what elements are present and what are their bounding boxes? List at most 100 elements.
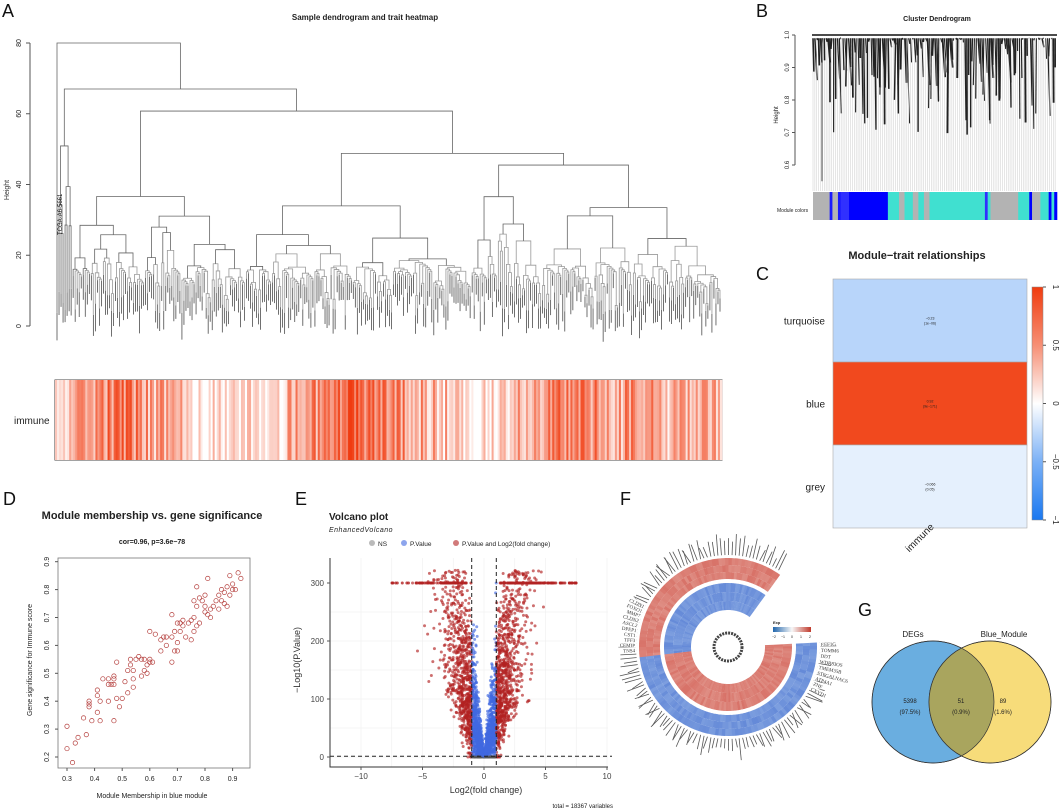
dendrogram-branch <box>292 279 297 288</box>
volcano-point <box>496 695 500 699</box>
dendrogram-branch <box>352 281 356 288</box>
trait-cell <box>333 380 337 460</box>
trait-cell <box>103 380 106 460</box>
dendrogram-branch <box>197 273 201 286</box>
dendrogram-branch <box>340 280 344 287</box>
volcano-point <box>471 708 475 712</box>
volcano-point <box>451 601 455 605</box>
volcano-point <box>454 703 458 707</box>
dendrogram-branch <box>1009 38 1012 108</box>
trait-cell <box>509 380 513 460</box>
volcano-point <box>423 581 427 585</box>
dendrogram-branch <box>189 280 194 302</box>
volcano-point <box>506 714 510 718</box>
dendrogram-branch <box>217 278 222 287</box>
volcano-point <box>503 707 507 711</box>
volcano-point <box>450 570 454 574</box>
volcano-point <box>474 725 478 729</box>
data-point <box>86 698 92 704</box>
volcano-point <box>467 601 471 605</box>
volcano-point <box>507 626 511 630</box>
trait-cell <box>228 380 232 460</box>
volcano-point <box>513 708 517 712</box>
trait-cell <box>315 380 319 460</box>
dendrogram-branch <box>231 280 236 290</box>
volcano-point <box>437 578 441 582</box>
dendrogram-branch <box>338 272 343 282</box>
volcano-point <box>529 581 533 585</box>
volcano-point <box>528 576 532 580</box>
trait-cell <box>517 380 521 460</box>
module-color-segment <box>1054 192 1058 220</box>
trait-cell <box>449 380 452 460</box>
data-point <box>64 723 70 729</box>
module-color-segment <box>984 192 988 220</box>
volcano-point <box>455 608 459 612</box>
trait-cell <box>212 380 216 460</box>
volcano-point <box>490 690 494 694</box>
heatmap-cell <box>791 684 799 692</box>
data-point <box>141 656 147 662</box>
dendrogram-branch <box>439 285 444 290</box>
trait-cell <box>79 380 82 460</box>
volcano-point <box>464 686 468 690</box>
cell-pvalue: (0.05) <box>925 488 934 492</box>
volcano-point <box>519 593 523 597</box>
volcano-point <box>516 592 520 596</box>
panel-label-f: F <box>620 489 631 509</box>
trait-cell <box>206 380 210 460</box>
trait-cell <box>653 380 656 460</box>
dendrogram-branch <box>861 38 864 114</box>
trait-cell <box>441 380 444 460</box>
trait-cell <box>428 380 432 460</box>
dendrogram-branch <box>533 276 539 284</box>
trait-cell <box>180 380 183 460</box>
dendrogram-branch <box>191 281 195 298</box>
volcano-point <box>516 623 520 627</box>
volcano-point <box>500 681 504 685</box>
dendrogram-branch <box>223 295 228 308</box>
volcano-point <box>463 576 467 580</box>
data-point <box>152 631 158 637</box>
volcano-point <box>444 665 448 669</box>
trait-cell <box>372 380 375 460</box>
trait-cell <box>590 380 594 460</box>
volcano-point <box>444 662 448 666</box>
dendrogram-branch <box>589 207 668 239</box>
data-point <box>224 584 230 590</box>
x-tick-label: 0.6 <box>145 776 155 783</box>
volcano-point <box>492 734 496 738</box>
trait-cell <box>505 380 509 460</box>
volcano-point <box>510 633 514 637</box>
volcano-point <box>498 718 502 722</box>
trait-cell <box>283 380 286 460</box>
volcano-point <box>518 587 522 591</box>
volcano-point <box>446 613 450 617</box>
dendrogram-branch <box>183 277 192 281</box>
dendrogram-branch <box>872 38 876 77</box>
heatmap-cell <box>799 666 808 672</box>
dendrogram-branch <box>133 282 136 303</box>
volcano-point <box>506 708 510 712</box>
volcano-point <box>487 702 491 706</box>
volcano-point <box>513 611 517 615</box>
dendrogram-branch <box>167 275 171 289</box>
y-tick-label: 60 <box>16 110 23 118</box>
dendrogram-branch <box>258 289 261 314</box>
volcano-point <box>503 581 507 585</box>
trait-cell <box>299 380 302 460</box>
trait-cell <box>586 380 589 460</box>
heatmap-cell <box>773 704 781 713</box>
volcano-point <box>513 616 517 620</box>
heatmap-cell <box>782 685 790 693</box>
heatmap-cell <box>792 682 801 689</box>
volcano-point <box>466 674 470 678</box>
dendrogram-branch <box>368 297 372 308</box>
module-color-segment <box>849 192 889 220</box>
volcano-point <box>521 636 525 640</box>
dendrogram-branch <box>584 294 588 304</box>
dendrogram-branch <box>879 38 882 95</box>
dendrogram-branch <box>829 38 833 50</box>
heatmap-cell <box>795 690 804 698</box>
trait-cell <box>453 380 456 460</box>
